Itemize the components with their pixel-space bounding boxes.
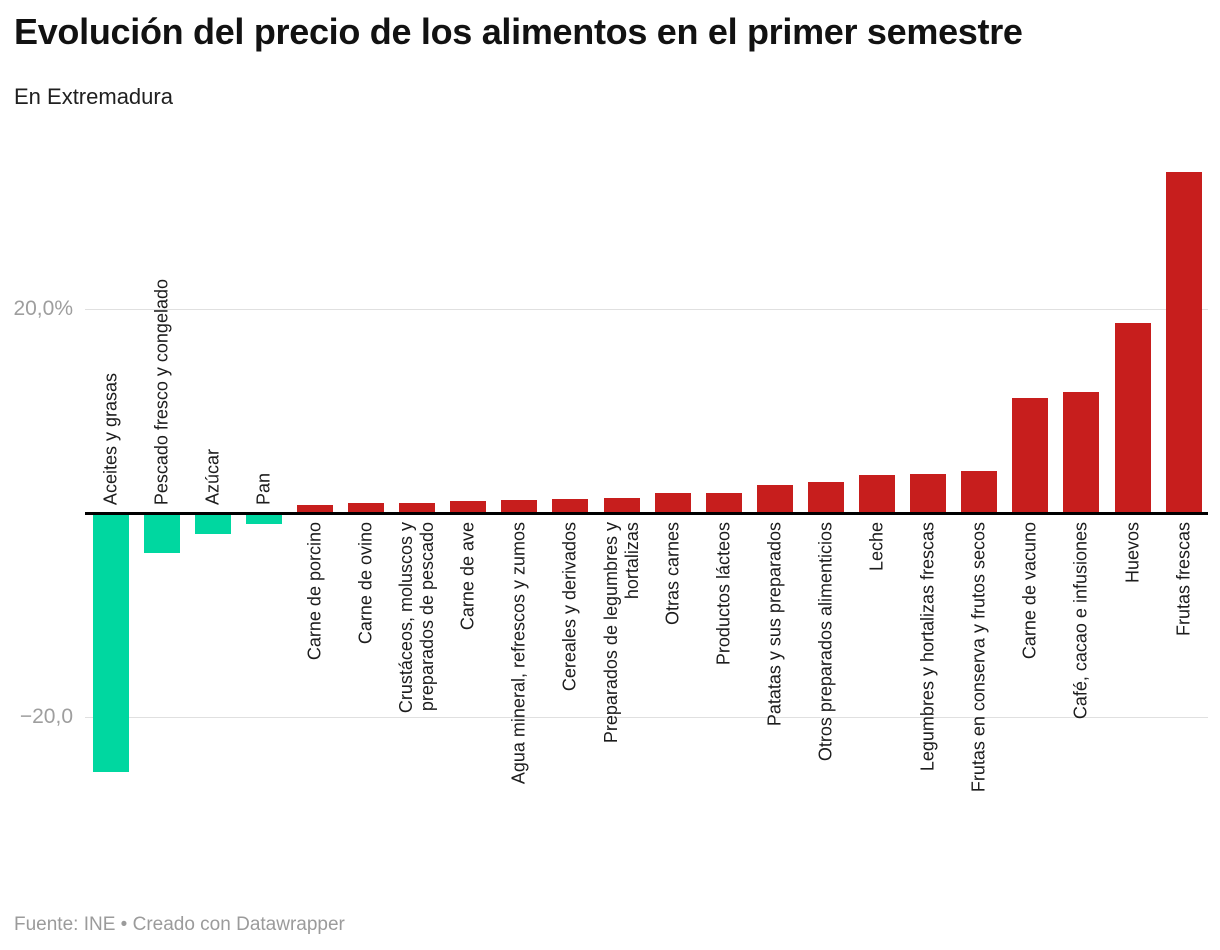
- bar: [961, 471, 998, 513]
- bar: [705, 492, 742, 513]
- category-label: Cereales y derivados: [559, 522, 580, 692]
- category-label: Legumbres y hortalizas frescas: [917, 522, 938, 772]
- y-gridline: [85, 716, 1208, 718]
- bar: [296, 504, 333, 513]
- category-label: Crustáceos, moluscos y preparados de pes…: [396, 522, 438, 714]
- bar: [1114, 323, 1151, 513]
- bar: [1012, 397, 1049, 513]
- y-gridline: [85, 308, 1208, 310]
- bar: [552, 498, 589, 513]
- y-tick-label: −20,0: [19, 705, 73, 728]
- category-label: Otras carnes: [662, 522, 683, 626]
- bar: [399, 502, 436, 513]
- bar: [756, 485, 793, 513]
- category-label: Frutas en conserva y frutos secos: [968, 522, 989, 793]
- bar: [807, 482, 844, 513]
- bar: [1165, 172, 1202, 513]
- bar: [245, 513, 282, 525]
- category-label: Agua mineral, refrescos y zumos: [508, 522, 529, 785]
- category-label: Productos lácteos: [713, 522, 734, 666]
- bar: [501, 499, 538, 513]
- bar: [603, 497, 640, 513]
- category-label: Carne de ovino: [355, 522, 376, 645]
- bar: [1063, 391, 1100, 513]
- bar: [143, 513, 180, 553]
- category-label: Aceites y grasas: [100, 372, 120, 505]
- bar: [910, 474, 947, 513]
- bar: [450, 500, 487, 513]
- category-label: Otros preparados alimenticios: [815, 522, 836, 762]
- category-label: Pan: [253, 472, 274, 505]
- bar: [859, 475, 895, 513]
- bar: [348, 502, 384, 513]
- category-label: Carne de ave: [457, 522, 478, 631]
- chart-subtitle: En Extremadura: [14, 84, 173, 109]
- category-label: Frutas frescas: [1173, 522, 1194, 637]
- x-axis-baseline: [85, 511, 1208, 515]
- category-label: Huevos: [1122, 522, 1142, 584]
- bar: [654, 492, 691, 513]
- source-note: Fuente: INE • Creado con Datawrapper: [14, 914, 345, 935]
- chart-title: Evolución del precio de los alimentos en…: [14, 11, 1023, 52]
- category-label: Preparados de legumbres y hortalizas: [600, 522, 642, 744]
- category-label: Leche: [866, 522, 887, 572]
- bar: [194, 513, 231, 535]
- category-label: Pescado fresco y congelado: [151, 278, 172, 505]
- category-label: Carne de porcino: [304, 522, 325, 661]
- category-label: Azúcar: [202, 448, 223, 505]
- category-label: Patatas y sus preparados: [764, 522, 785, 727]
- category-label: Carne de vacuno: [1019, 522, 1040, 660]
- category-label: Café, cacao e infusiones: [1070, 522, 1091, 720]
- y-tick-label: 20,0%: [13, 297, 73, 320]
- bar: [92, 513, 129, 773]
